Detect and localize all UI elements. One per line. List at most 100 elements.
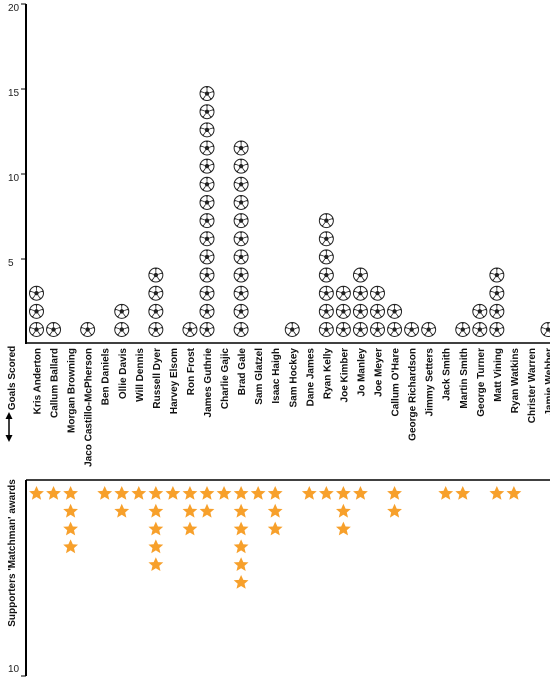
award-marks: [29, 486, 522, 589]
star-icon: [182, 521, 198, 536]
star-icon: [301, 486, 317, 500]
star-icon: [63, 521, 78, 536]
player-name-label: Ollie Davis: [118, 348, 129, 400]
football-icon: [199, 140, 215, 156]
player-name-label: George Richardson: [408, 348, 419, 441]
goals-axis-title: Goals Scored: [7, 346, 18, 410]
football-icon: [233, 285, 249, 301]
star-icon: [233, 575, 249, 589]
football-icon: [199, 122, 215, 138]
star-icon: [233, 486, 249, 500]
football-icon: [29, 285, 44, 301]
star-icon: [182, 486, 198, 500]
awards-axis-tick-label: 10: [8, 664, 20, 675]
player-name-label: Joe Meyer: [374, 348, 385, 397]
star-icon: [387, 503, 402, 518]
football-icon: [387, 322, 403, 337]
football-icon: [148, 267, 164, 283]
player-name-label: Joe Kimber: [339, 348, 350, 403]
player-name-label: Jamie Webber: [544, 348, 550, 416]
player-name-label: Callum Ballard: [50, 348, 61, 418]
football-icon: [335, 303, 351, 319]
star-icon: [506, 486, 522, 500]
player-name-label: Sam Hockey: [288, 348, 299, 408]
star-icon: [199, 503, 215, 518]
star-icon: [97, 486, 113, 500]
goals-axis-tick-label: 5: [8, 258, 14, 269]
football-icon: [199, 213, 215, 229]
goal-marks: [29, 86, 550, 337]
player-name-label: Christer Warren: [527, 348, 538, 423]
star-icon: [148, 503, 164, 518]
football-icon: [540, 322, 550, 337]
football-icon: [352, 303, 368, 319]
player-name-label: Jaco Castillo-McPherson: [84, 348, 95, 467]
star-icon: [182, 503, 198, 518]
football-icon: [233, 249, 249, 265]
football-icon: [46, 322, 62, 337]
star-icon: [63, 503, 78, 518]
star-icon: [233, 521, 249, 536]
player-name-label: Charlie Gajic: [220, 348, 231, 410]
football-icon: [233, 176, 249, 192]
football-icon: [114, 322, 130, 337]
star-icon: [114, 486, 130, 500]
football-icon: [80, 322, 96, 337]
football-icon: [318, 267, 334, 283]
player-name-label: Sam Glatzel: [254, 348, 265, 405]
football-icon: [318, 213, 334, 229]
star-icon: [131, 486, 147, 500]
star-icon: [233, 557, 249, 571]
football-icon: [199, 158, 215, 174]
player-name-label: Will Dennis: [135, 348, 146, 402]
player-name-label: Ben Daniels: [101, 348, 112, 406]
star-icon: [148, 557, 164, 571]
star-icon: [148, 486, 164, 500]
star-icon: [233, 503, 249, 518]
football-icon: [318, 231, 334, 247]
star-icon: [267, 521, 283, 536]
star-icon: [233, 539, 249, 554]
player-name-label: Brad Gale: [237, 348, 248, 396]
football-icon: [472, 322, 488, 337]
star-icon: [455, 486, 471, 500]
star-icon: [148, 521, 164, 536]
football-icon: [233, 322, 249, 337]
football-icon: [352, 285, 368, 301]
star-icon: [114, 503, 130, 518]
star-icon: [267, 486, 283, 500]
football-icon: [29, 303, 44, 319]
player-name-label: Ryan Kelly: [322, 348, 333, 400]
star-icon: [489, 486, 505, 500]
football-icon: [370, 303, 385, 319]
football-icon: [352, 267, 368, 283]
football-icon: [148, 303, 164, 319]
football-icon: [29, 322, 44, 337]
player-name-label: Matt Vining: [493, 348, 504, 402]
player-name-label: Morgan Browning: [67, 348, 78, 433]
star-icon: [216, 486, 232, 500]
football-icon: [489, 285, 505, 301]
goals-axis: 5 10 15 20: [8, 3, 27, 344]
double-arrow-icon: [5, 412, 13, 442]
football-icon: [199, 267, 215, 283]
player-name-label: James Guthrie: [203, 348, 214, 418]
football-icon: [233, 303, 249, 319]
player-name-label: Ryan Watkins: [510, 348, 521, 414]
goals-axis-tick-label: 20: [8, 3, 20, 14]
football-icon: [233, 194, 249, 210]
football-icon: [455, 322, 471, 337]
football-icon: [182, 322, 198, 337]
football-icon: [318, 322, 334, 337]
player-name-label: Jimmy Setters: [425, 348, 436, 417]
football-icon: [421, 322, 437, 337]
star-icon: [318, 486, 334, 500]
football-icon: [233, 267, 249, 283]
player-name-label: Isaac Haigh: [271, 348, 282, 404]
football-icon: [284, 322, 300, 337]
star-icon: [46, 486, 61, 500]
star-icon: [438, 486, 454, 500]
football-icon: [489, 322, 505, 337]
goals-axis-tick-label: 10: [8, 173, 20, 184]
football-icon: [199, 231, 215, 247]
